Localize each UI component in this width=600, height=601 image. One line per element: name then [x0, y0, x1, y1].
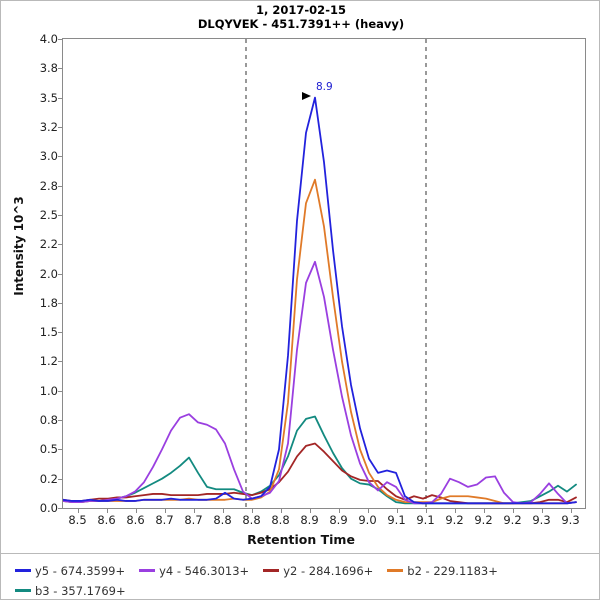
legend-item-label: y2 - 284.1696+: [283, 562, 373, 581]
legend-color-swatch: [139, 569, 155, 572]
legend-item-label: y4 - 546.3013+: [159, 562, 249, 581]
x-tick-mark: [368, 509, 369, 513]
legend-color-swatch: [387, 569, 403, 572]
x-tick-mark: [397, 509, 398, 513]
x-tick-mark: [571, 509, 572, 513]
x-tick-mark: [165, 509, 166, 513]
legend: y5 - 674.3599+ y4 - 546.3013+ y2 - 284.169…: [1, 553, 600, 600]
legend-item[interactable]: b3 - 357.1769+: [15, 581, 126, 601]
x-tick-mark: [252, 509, 253, 513]
legend-item[interactable]: y2 - 284.1696+: [263, 561, 373, 581]
x-tick-mark: [339, 509, 340, 513]
chromatogram-plot: [63, 39, 585, 508]
series-line[interactable]: [63, 180, 576, 504]
x-tick-mark: [484, 509, 485, 513]
legend-row: b3 - 357.1769+: [15, 581, 600, 601]
series-line[interactable]: [63, 98, 576, 504]
x-tick-mark: [542, 509, 543, 513]
legend-row: y5 - 674.3599+ y4 - 546.3013+ y2 - 284.169…: [15, 560, 600, 581]
series-line[interactable]: [63, 444, 576, 504]
x-tick-mark: [78, 509, 79, 513]
legend-color-swatch: [15, 569, 31, 572]
series-line[interactable]: [63, 262, 576, 504]
legend-item-label: y5 - 674.3599+: [35, 562, 125, 581]
legend-item-label: b3 - 357.1769+: [35, 582, 126, 601]
legend-item-label: b2 - 229.1183+: [407, 562, 498, 581]
x-tick-mark: [426, 509, 427, 513]
legend-item[interactable]: y4 - 546.3013+: [139, 561, 249, 581]
legend-color-swatch: [263, 569, 279, 572]
legend-color-swatch: [15, 589, 31, 592]
x-tick-mark: [194, 509, 195, 513]
legend-item[interactable]: y5 - 674.3599+: [15, 561, 125, 581]
x-tick-mark: [513, 509, 514, 513]
x-tick-mark: [107, 509, 108, 513]
series-line[interactable]: [63, 417, 576, 504]
legend-item[interactable]: b2 - 229.1183+: [387, 561, 498, 581]
x-tick-mark: [223, 509, 224, 513]
x-tick-mark: [136, 509, 137, 513]
x-tick-mark: [281, 509, 282, 513]
x-tick-mark: [455, 509, 456, 513]
x-tick-mark: [310, 509, 311, 513]
plot-area[interactable]: [62, 38, 586, 509]
x-tick-label: 9.3: [551, 513, 591, 527]
